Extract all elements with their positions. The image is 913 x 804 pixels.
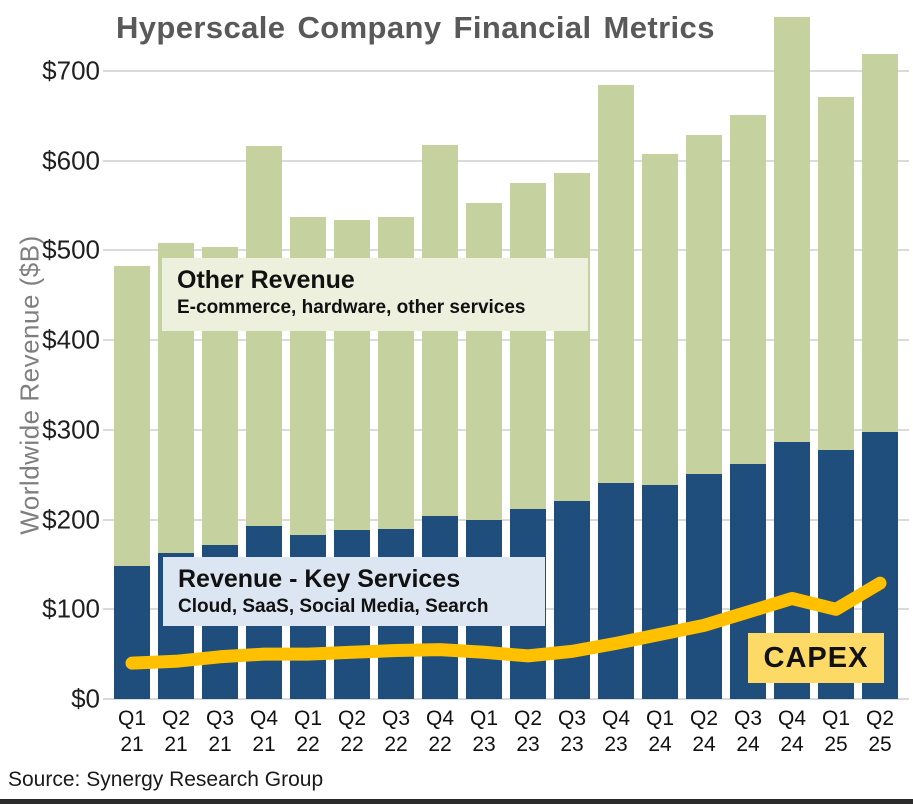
x-tick-label-Q1-23: Q1 23 [469, 707, 498, 756]
y-tick-label-400: $400 [42, 324, 100, 355]
gridline-0 [103, 698, 909, 700]
stacked-bar [642, 154, 678, 699]
other-revenue-segment [642, 154, 678, 486]
gridline-500 [103, 249, 909, 252]
y-tick-label-200: $200 [42, 504, 100, 535]
key-services-label-subtitle: Cloud, SaaS, Social Media, Search [178, 596, 489, 618]
stacked-bar [554, 173, 590, 699]
stacked-bar [686, 134, 722, 699]
bar-column-Q2-25 [858, 8, 902, 699]
gridline-400 [103, 339, 909, 342]
y-tick-label-0: $0 [71, 683, 100, 714]
stacked-bar [730, 114, 766, 699]
y-tick-label-500: $500 [42, 234, 100, 265]
bottom-edge-strip [0, 799, 913, 804]
x-tick-label-Q1-25: Q1 25 [821, 707, 850, 756]
bar-column-Q1-25 [814, 8, 858, 699]
x-tick-label-Q1-22: Q1 22 [293, 707, 322, 756]
bar-column-Q2-24 [682, 8, 726, 699]
other-revenue-segment [554, 173, 590, 501]
y-tick-label-100: $100 [42, 593, 100, 624]
x-tick-label-Q4-23: Q4 23 [601, 707, 630, 756]
plot-area: Other Revenue E-commerce, hardware, othe… [103, 8, 909, 700]
source-note: Source: Synergy Research Group [8, 768, 324, 791]
x-tick-label-Q2-23: Q2 23 [513, 707, 542, 756]
key-services-segment [598, 482, 634, 699]
x-axis-ticks: Q1 21 Q2 21 Q3 21 Q4 21 Q1 22 Q2 22 Q3 22 Q4 22 Q1 23 Q2 23… [110, 706, 902, 758]
other-revenue-segment [466, 202, 502, 520]
capex-label: CAPEX [748, 633, 884, 683]
bar-column-Q4-21 [242, 8, 286, 699]
x-tick-label-Q2-24: Q2 24 [689, 707, 718, 756]
stacked-bar [774, 16, 810, 699]
bar-column-Q3-24 [726, 8, 770, 699]
bar-column-Q1-21 [110, 8, 154, 699]
stacked-bar [862, 53, 898, 699]
y-axis-ticks: $0 $100 $200 $300 $400 $500 $600 $700 [0, 8, 100, 713]
other-revenue-segment [818, 96, 854, 450]
bar-column-Q4-24 [770, 8, 814, 699]
stacked-bar [114, 265, 150, 699]
other-revenue-segment [114, 265, 150, 567]
other-revenue-segment [774, 16, 810, 443]
other-revenue-segment [862, 53, 898, 432]
key-services-segment [114, 566, 150, 699]
y-tick-label-300: $300 [42, 414, 100, 445]
other-revenue-segment [246, 146, 282, 526]
x-tick-label-Q1-24: Q1 24 [645, 707, 674, 756]
stacked-bar [598, 85, 634, 699]
gridline-300 [103, 428, 909, 431]
y-tick-label-600: $600 [42, 145, 100, 176]
x-tick-label-Q3-22: Q3 22 [381, 707, 410, 756]
bar-column-Q1-24 [638, 8, 682, 699]
stacked-bar [818, 96, 854, 699]
x-tick-label-Q1-21: Q1 21 [117, 707, 146, 756]
key-services-label: Revenue - Key Services Cloud, SaaS, Soci… [163, 557, 545, 626]
gridline-600 [103, 159, 909, 162]
other-revenue-label: Other Revenue E-commerce, hardware, othe… [162, 258, 588, 331]
stacked-bar [246, 146, 282, 699]
gridline-200 [103, 518, 909, 521]
other-revenue-segment [510, 183, 546, 509]
bar-column-Q4-23 [594, 8, 638, 699]
x-tick-label-Q2-22: Q2 22 [337, 707, 366, 756]
key-services-segment [686, 473, 722, 699]
chart-title: Hyperscale Company Financial Metrics [116, 10, 715, 45]
x-tick-label-Q4-22: Q4 22 [425, 707, 454, 756]
other-revenue-segment [686, 134, 722, 474]
x-tick-label-Q3-23: Q3 23 [557, 707, 586, 756]
key-services-segment [554, 500, 590, 699]
key-services-segment [642, 485, 678, 699]
gridline-700 [103, 69, 909, 72]
other-revenue-label-subtitle: E-commerce, hardware, other services [177, 297, 526, 319]
y-tick-label-700: $700 [42, 55, 100, 86]
x-tick-label-Q4-24: Q4 24 [777, 707, 806, 756]
x-tick-label-Q3-21: Q3 21 [205, 707, 234, 756]
other-revenue-segment [730, 114, 766, 464]
other-revenue-label-title: Other Revenue [177, 266, 355, 294]
other-revenue-segment [598, 85, 634, 483]
x-tick-label-Q3-24: Q3 24 [733, 707, 762, 756]
x-tick-label-Q4-21: Q4 21 [249, 707, 278, 756]
bar-column-Q3-23 [550, 8, 594, 699]
x-tick-label-Q2-21: Q2 21 [161, 707, 190, 756]
x-tick-label-Q2-25: Q2 25 [865, 707, 894, 756]
key-services-label-title: Revenue - Key Services [178, 565, 461, 593]
